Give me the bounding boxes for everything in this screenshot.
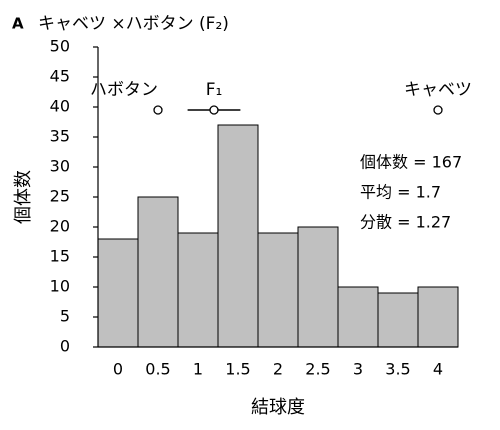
bar — [417, 286, 459, 348]
y-tick-label: 35 — [50, 127, 70, 146]
y-tick-label: 50 — [50, 37, 70, 56]
bar — [337, 286, 379, 348]
y-tick-label: 40 — [50, 97, 70, 116]
y-tick-label: 25 — [50, 187, 70, 206]
y-tick-label: 5 — [60, 307, 70, 326]
y-axis-label: 個体数 — [13, 170, 34, 224]
bar — [297, 226, 339, 348]
x-tick-label: 2.5 — [305, 360, 330, 379]
bar — [257, 232, 299, 348]
y-tick-label: 20 — [50, 217, 70, 236]
bar — [97, 238, 139, 348]
x-tick-label: 4 — [433, 360, 443, 379]
stat-text: 平均 = 1.7 — [360, 183, 441, 202]
x-axis-label: 結球度 — [251, 397, 305, 418]
stat-text: 個体数 = 167 — [360, 153, 462, 172]
panel-label: A — [12, 15, 24, 33]
bar — [377, 292, 419, 348]
bar — [177, 232, 219, 348]
y-tick-label: 0 — [60, 337, 70, 356]
chart-title: キャベツ ×ハボタン (F₂) — [38, 14, 229, 34]
x-tick-label: 3.5 — [385, 360, 410, 379]
marker-label: ハボタン — [90, 80, 158, 100]
x-tick-label: 0 — [113, 360, 123, 379]
x-tick-label: 2 — [273, 360, 283, 379]
bar — [217, 124, 259, 348]
parent-marker — [153, 105, 163, 115]
y-tick-label: 45 — [50, 67, 70, 86]
x-tick-label: 3 — [353, 360, 363, 379]
x-tick-label: 0.5 — [145, 360, 170, 379]
x-tick-label: 1.5 — [225, 360, 250, 379]
stat-text: 分散 = 1.27 — [360, 213, 451, 232]
bar — [137, 196, 179, 348]
marker-label: F₁ — [206, 80, 223, 100]
y-tick-label: 15 — [50, 247, 70, 266]
parent-marker — [433, 105, 443, 115]
y-tick-label: 30 — [50, 157, 70, 176]
marker-label: キャベツ — [404, 80, 472, 100]
x-tick-label: 1 — [193, 360, 203, 379]
parent-marker — [209, 105, 219, 115]
y-tick-label: 10 — [50, 277, 70, 296]
